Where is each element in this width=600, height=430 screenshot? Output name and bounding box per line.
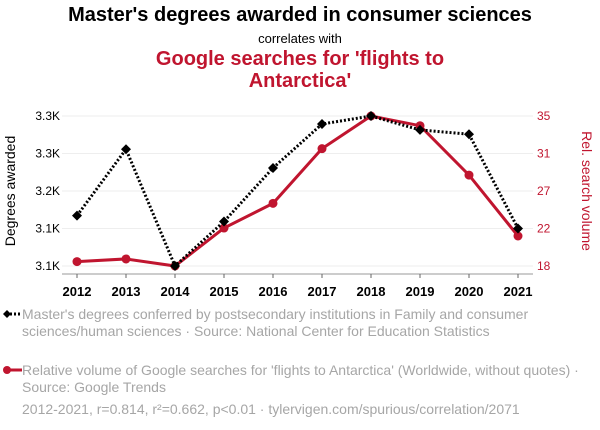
data-point-degrees [415, 124, 425, 135]
y-tick-left: 3.3K [35, 109, 60, 123]
data-point-degrees [72, 210, 82, 221]
x-tick-label: 2016 [259, 284, 288, 299]
x-tick-label: 2019 [406, 284, 435, 299]
x-tick-label: 2020 [455, 284, 484, 299]
x-tick-label: 2012 [63, 284, 92, 299]
data-point-degrees [317, 119, 327, 130]
data-point-search-volume [219, 223, 229, 233]
y-tick-left: 3.2K [35, 184, 60, 198]
y-axis-title-left: Degrees awarded [2, 136, 18, 247]
data-point-degrees [170, 261, 180, 271]
x-tick-label: 2018 [357, 284, 386, 299]
y-tick-right: 27 [537, 184, 551, 198]
legend-item-series1: Master's degrees conferred by postsecond… [3, 306, 582, 340]
x-tick-label: 2013 [112, 284, 141, 299]
data-point-degrees [366, 111, 376, 121]
y-tick-right: 31 [537, 147, 551, 161]
y-tick-right: 22 [537, 222, 551, 236]
chart-title: Master's degrees awarded in consumer sci… [68, 4, 532, 26]
x-tick-label: 2017 [308, 284, 337, 299]
y-tick-right: 18 [537, 259, 551, 273]
legend-label-series2: Relative volume of Google searches for '… [22, 362, 579, 395]
y-tick-left: 3.3K [35, 147, 60, 161]
series-line-degrees [75, 114, 520, 269]
x-tick-label: 2015 [210, 284, 239, 299]
data-point-degrees [219, 216, 229, 227]
series-line-search-volume [76, 114, 520, 268]
x-tick-label: 2021 [504, 284, 533, 299]
data-point-degrees [513, 223, 523, 234]
legend-label-series1: Master's degrees conferred by postsecond… [22, 306, 529, 339]
solid-circle-line-icon [3, 366, 22, 374]
legend-item-series2: Relative volume of Google searches for '… [3, 362, 582, 396]
y-tick-left: 3.1K [35, 222, 60, 236]
line-chart: 3.3K 35 3.3K 31 3.2K 27 3.1K 22 3.1K 18 2012 2013 20… [2, 109, 595, 299]
data-point-degrees [121, 144, 131, 155]
chart-title-secondary: Google searches for 'flights to Antarcti… [155, 48, 445, 92]
data-point-search-volume [72, 257, 82, 267]
y-tick-left: 3.1K [35, 259, 60, 273]
data-point-search-volume [513, 231, 523, 241]
y-tick-right: 35 [537, 109, 551, 123]
data-point-search-volume [317, 144, 327, 154]
data-point-search-volume [268, 198, 278, 208]
data-point-degrees [268, 162, 278, 173]
dotted-diamond-line-icon [3, 310, 22, 318]
data-point-degrees [464, 129, 474, 140]
footer-stats: 2012-2021, r=0.814, r²=0.662, p<0.01 · t… [22, 401, 520, 417]
data-point-search-volume [121, 254, 131, 264]
chart-subtitle: correlates with [258, 31, 342, 46]
x-tick-label: 2014 [161, 284, 191, 299]
data-point-search-volume [464, 170, 474, 180]
y-axis-title-right: Rel. search volume [579, 131, 595, 251]
